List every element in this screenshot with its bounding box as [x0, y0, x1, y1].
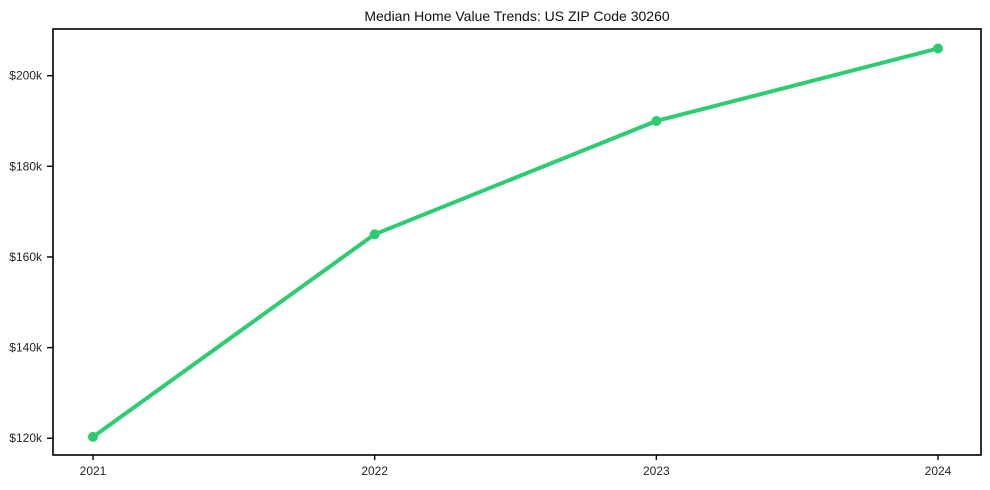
x-axis-tick-label: 2021	[80, 464, 107, 478]
x-axis-tick-label: 2022	[361, 464, 388, 478]
y-axis-tick-label: $180k	[9, 159, 43, 173]
y-axis-tick-label: $140k	[9, 341, 43, 355]
data-point	[369, 229, 380, 240]
data-point	[651, 115, 662, 126]
x-axis-tick-label: 2023	[643, 464, 670, 478]
y-axis-tick-label: $200k	[9, 69, 43, 83]
series-line	[91, 46, 940, 439]
data-point	[88, 431, 98, 442]
y-axis-tick-label: $160k	[9, 250, 43, 264]
plot-border	[52, 28, 982, 456]
y-axis-tick-label: $120k	[9, 431, 43, 445]
x-axis-tick-label: 2024	[925, 464, 952, 478]
data-point	[933, 43, 943, 54]
chart-title: Median Home Value Trends: US ZIP Code 30…	[364, 8, 670, 24]
